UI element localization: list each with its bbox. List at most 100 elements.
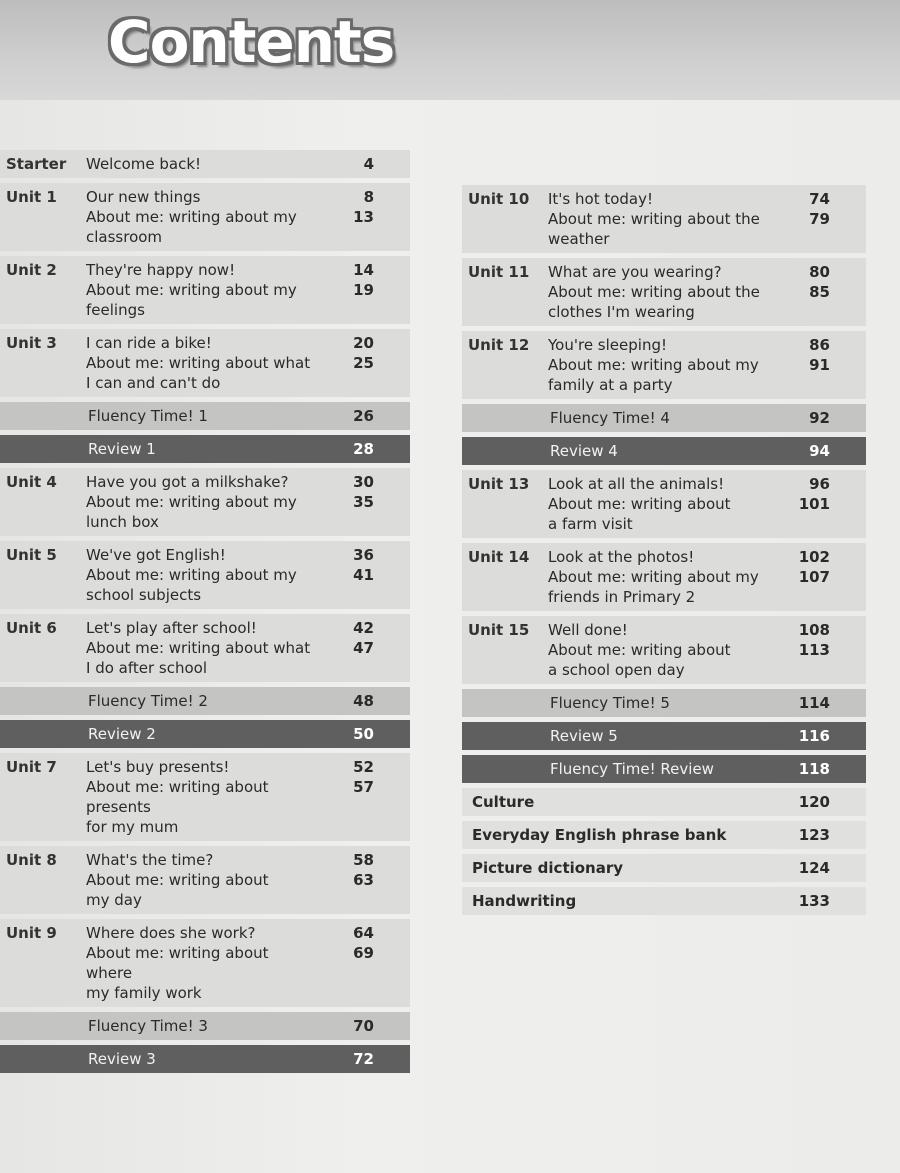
page-numbers: 114 — [770, 693, 866, 713]
contents-entry-unit: Unit 14 Look at the photos! About me: writ… — [462, 543, 866, 611]
page-number: 47 — [353, 639, 374, 657]
entry-line: for my mum — [86, 818, 179, 836]
page-number: 86 — [809, 336, 830, 354]
page-numbers: 42 47 — [314, 618, 410, 678]
entry-line: About me: writing about — [86, 871, 269, 889]
entry-line: Where does she work? — [86, 924, 256, 942]
entry-line: classroom — [86, 228, 163, 246]
page-numbers: 133 — [770, 891, 866, 911]
entry-title: Let's play after school! About me: writin… — [86, 618, 314, 678]
page-numbers: 72 — [314, 1049, 410, 1069]
entry-line: family at a party — [548, 376, 673, 394]
entry-line: Fluency Time! 4 — [550, 409, 670, 427]
page-number: 4 — [363, 155, 374, 173]
page-number: 63 — [353, 871, 374, 889]
page-number: 80 — [809, 263, 830, 281]
page-number: 48 — [353, 692, 374, 710]
entry-line: Welcome back! — [86, 155, 202, 173]
page-number: 133 — [798, 892, 830, 910]
entry-title: Everyday English phrase bank — [462, 825, 770, 845]
page-number: 94 — [809, 442, 830, 460]
entry-line: Well done! — [548, 621, 628, 639]
page-numbers: 74 79 — [770, 189, 866, 249]
page-number: 70 — [353, 1017, 374, 1035]
unit-label — [462, 759, 548, 779]
entry-line: weather — [548, 230, 610, 248]
page-number: 36 — [353, 546, 374, 564]
entry-line: I can and can't do — [86, 374, 221, 392]
entry-title: We've got English! About me: writing abou… — [86, 545, 314, 605]
entry-title: Fluency Time! 1 — [86, 406, 314, 426]
contents-entry-unit: Unit 1 Our new things About me: writing ab… — [0, 183, 410, 251]
page-number: 26 — [353, 407, 374, 425]
page-number: 14 — [353, 261, 374, 279]
page-number: 120 — [798, 793, 830, 811]
contents-entry-review: Review 1 28 — [0, 435, 410, 463]
entry-title: Review 5 — [548, 726, 770, 746]
entry-line: a farm visit — [548, 515, 633, 533]
entry-line: About me: writing about — [548, 495, 731, 513]
entry-title: I can ride a bike! About me: writing abou… — [86, 333, 314, 393]
entry-line: Fluency Time! 5 — [550, 694, 670, 712]
entry-line: About me: writing about — [548, 641, 731, 659]
page-number: 52 — [353, 758, 374, 776]
entry-line: About me: writing about my — [86, 208, 297, 226]
page-number: 35 — [353, 493, 374, 511]
page-numbers: 64 69 — [314, 923, 410, 1003]
page-number: 19 — [353, 281, 374, 299]
contents-entry-extra: Culture 120 — [462, 788, 866, 816]
entry-line: Review 4 — [550, 442, 618, 460]
entry-line: Review 2 — [88, 725, 156, 743]
entry-line: Fluency Time! 3 — [88, 1017, 208, 1035]
page-number: 91 — [809, 356, 830, 374]
entry-title: Handwriting — [462, 891, 770, 911]
page-number: 64 — [353, 924, 374, 942]
entry-title: Fluency Time! Review — [548, 759, 770, 779]
contents-entry-unit: Unit 13 Look at all the animals! About me:… — [462, 470, 866, 538]
entry-title: What are you wearing? About me: writing a… — [548, 262, 770, 322]
unit-label: Unit 11 — [468, 263, 530, 281]
contents-entry-unit: Starter Welcome back! 4 — [0, 150, 410, 178]
entry-title: Have you got a milkshake? About me: writi… — [86, 472, 314, 532]
unit-label — [0, 439, 86, 459]
page-numbers: 123 — [770, 825, 866, 845]
page-numbers: 48 — [314, 691, 410, 711]
contents-right-column: Unit 10 It's hot today! About me: writing … — [462, 185, 866, 915]
contents-entry-review: Fluency Time! Review 118 — [462, 755, 866, 783]
entry-line: You're sleeping! — [548, 336, 667, 354]
page-number: 107 — [798, 568, 830, 586]
entry-line: clothes I'm wearing — [548, 303, 695, 321]
contents-entry-extra: Handwriting 133 — [462, 887, 866, 915]
page-numbers: 30 35 — [314, 472, 410, 532]
entry-line: friends in Primary 2 — [548, 588, 696, 606]
page-number: 25 — [353, 354, 374, 372]
contents-entry-unit: Unit 3 I can ride a bike! About me: writin… — [0, 329, 410, 397]
page-number: 124 — [798, 859, 830, 877]
unit-label: Unit 6 — [6, 619, 57, 637]
entry-line: About me: writing about the — [548, 283, 760, 301]
page-number: 57 — [353, 778, 374, 796]
page-number: 102 — [798, 548, 830, 566]
entry-title: Review 2 — [86, 724, 314, 744]
unit-label — [462, 693, 548, 713]
page-numbers: 58 63 — [314, 850, 410, 910]
unit-label — [0, 724, 86, 744]
contents-entry-unit: Unit 10 It's hot today! About me: writing … — [462, 185, 866, 253]
contents-left-column: Starter Welcome back! 4 Unit 1 Our new thing… — [0, 150, 410, 1073]
page-numbers: 26 — [314, 406, 410, 426]
page-number: 50 — [353, 725, 374, 743]
page-numbers: 70 — [314, 1016, 410, 1036]
entry-line: feelings — [86, 301, 145, 319]
entry-line: What's the time? — [86, 851, 214, 869]
page-number: 42 — [353, 619, 374, 637]
page-number: 79 — [809, 210, 830, 228]
entry-line: Fluency Time! 2 — [88, 692, 208, 710]
page-number: 118 — [798, 760, 830, 778]
unit-label: Unit 1 — [6, 188, 57, 206]
page-numbers: 118 — [770, 759, 866, 779]
contents-entry-unit: Unit 5 We've got English! About me: writin… — [0, 541, 410, 609]
entry-title: Culture — [462, 792, 770, 812]
entry-line: What are you wearing? — [548, 263, 722, 281]
unit-label: Unit 14 — [468, 548, 530, 566]
entry-title: Review 1 — [86, 439, 314, 459]
